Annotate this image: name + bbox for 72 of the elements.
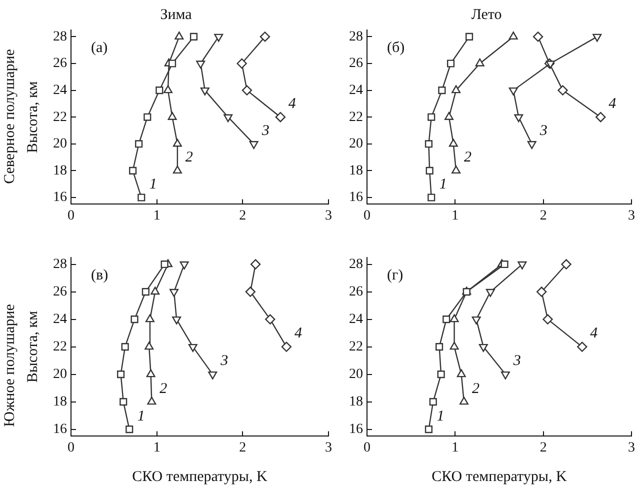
x-tick-label: 3	[628, 208, 635, 224]
y-tick-label: 16	[53, 422, 67, 437]
y-tick-label: 20	[349, 136, 363, 152]
series-label: 4	[590, 326, 598, 342]
x-tick-label: 0	[364, 440, 370, 456]
x-tick-label: 0	[364, 208, 370, 224]
series-label: 1	[137, 408, 145, 424]
y-tick-label: 26	[349, 284, 363, 300]
text: Южное полушарие	[2, 304, 18, 426]
y-tick-label: 24	[349, 82, 363, 98]
y-tick-label: 16	[53, 190, 67, 206]
y-tick-label: 20	[349, 366, 363, 382]
series-label: 3	[512, 353, 521, 370]
y-tick-label: 22	[349, 110, 363, 125]
series-label: 1	[149, 176, 157, 192]
annotation: (б)	[387, 40, 405, 56]
text: Северное полушарие	[2, 48, 18, 184]
chart-title: Зима	[160, 6, 192, 23]
x-tick-label: 2	[239, 440, 246, 456]
series-label: 3	[260, 122, 270, 139]
y-tick-label: 24	[53, 82, 67, 98]
x-tick-label: 1	[452, 208, 459, 224]
x-tick-label: 1	[153, 440, 160, 456]
x-tick-label: 0	[68, 208, 74, 224]
series-label: 3	[538, 122, 548, 139]
y-tick-label: 20	[53, 136, 67, 152]
series-label: 1	[436, 408, 444, 424]
series-label: 2	[464, 150, 472, 166]
x-tick-label: 2	[540, 440, 547, 456]
y-tick-label: 28	[349, 29, 363, 44]
series-label: 4	[294, 326, 302, 342]
y-tick-label: 26	[53, 56, 67, 72]
y-tick-label: 20	[53, 366, 67, 382]
annotation: (г)	[387, 267, 404, 284]
y-tick-label: 28	[53, 256, 67, 272]
series-label: 2	[185, 150, 194, 166]
series-label: 2	[160, 380, 168, 397]
x-tick-label: 1	[452, 440, 459, 456]
y-tick-label: 22	[53, 339, 67, 354]
y-tick-label: 28	[53, 29, 67, 44]
y-tick-label: 18	[53, 394, 67, 410]
series-label: 3	[220, 353, 228, 370]
x-tick-label: 1	[153, 208, 160, 224]
series-label: 2	[472, 380, 480, 397]
x-tick-label: 0	[68, 440, 74, 456]
y-tick-label: 26	[349, 56, 363, 72]
series-label: 4	[608, 96, 617, 112]
x-axis-title: СКО температуры, K	[432, 468, 567, 485]
y-axis-title: Высота, км	[24, 80, 41, 153]
annotation: (в)	[91, 267, 108, 284]
y-tick-label: 22	[53, 110, 67, 125]
x-axis-title: СКО температуры, K	[132, 468, 268, 485]
y-tick-label: 28	[349, 256, 363, 272]
y-axis-title: Высота, км	[24, 310, 41, 383]
annotation: (а)	[91, 40, 108, 56]
y-tick-label: 22	[349, 339, 363, 354]
x-tick-label: 2	[540, 208, 547, 224]
y-tick-label: 24	[349, 312, 363, 327]
y-tick-label: 18	[53, 163, 67, 178]
y-tick-label: 24	[53, 312, 67, 327]
x-tick-label: 3	[325, 208, 332, 224]
y-tick-label: 26	[53, 284, 67, 300]
y-tick-label: 18	[349, 394, 363, 410]
x-tick-label: 2	[239, 208, 246, 224]
y-tick-label: 18	[349, 163, 363, 178]
chart-title: Лето	[471, 6, 502, 23]
x-tick-label: 3	[325, 440, 332, 456]
y-tick-label: 16	[349, 422, 363, 437]
x-tick-label: 3	[628, 440, 635, 456]
series-label: 1	[439, 176, 447, 192]
y-tick-label: 16	[349, 190, 363, 206]
series-label: 4	[288, 96, 296, 112]
